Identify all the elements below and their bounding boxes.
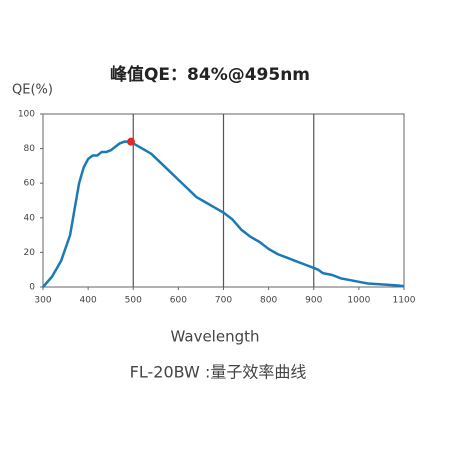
x-axis-label: Wavelength xyxy=(171,328,260,346)
x-tick-label: 400 xyxy=(80,296,97,306)
x-tick-label: 700 xyxy=(215,296,232,306)
x-tick-label: 300 xyxy=(34,296,51,306)
y-tick-label: 80 xyxy=(24,144,36,154)
x-tick-label: 900 xyxy=(305,296,322,306)
x-tick-label: 800 xyxy=(260,296,277,306)
x-tick-label: 1000 xyxy=(347,296,370,306)
y-tick-label: 0 xyxy=(29,283,35,293)
x-tick-label: 500 xyxy=(125,296,142,306)
y-tick-label: 100 xyxy=(18,110,35,120)
x-tick-label: 1100 xyxy=(393,296,416,306)
caption: FL-20BW :量子效率曲线 xyxy=(130,363,307,382)
peak-marker xyxy=(126,137,135,146)
y-tick-label: 60 xyxy=(24,179,36,189)
y-tick-label: 40 xyxy=(24,213,36,223)
y-axis-label: QE(%) xyxy=(12,83,53,98)
chart-title: 峰值QE：84%@495nm xyxy=(110,64,310,85)
qe-curve xyxy=(42,140,405,288)
x-tick-label: 600 xyxy=(170,296,187,306)
y-tick-label: 20 xyxy=(24,248,36,258)
